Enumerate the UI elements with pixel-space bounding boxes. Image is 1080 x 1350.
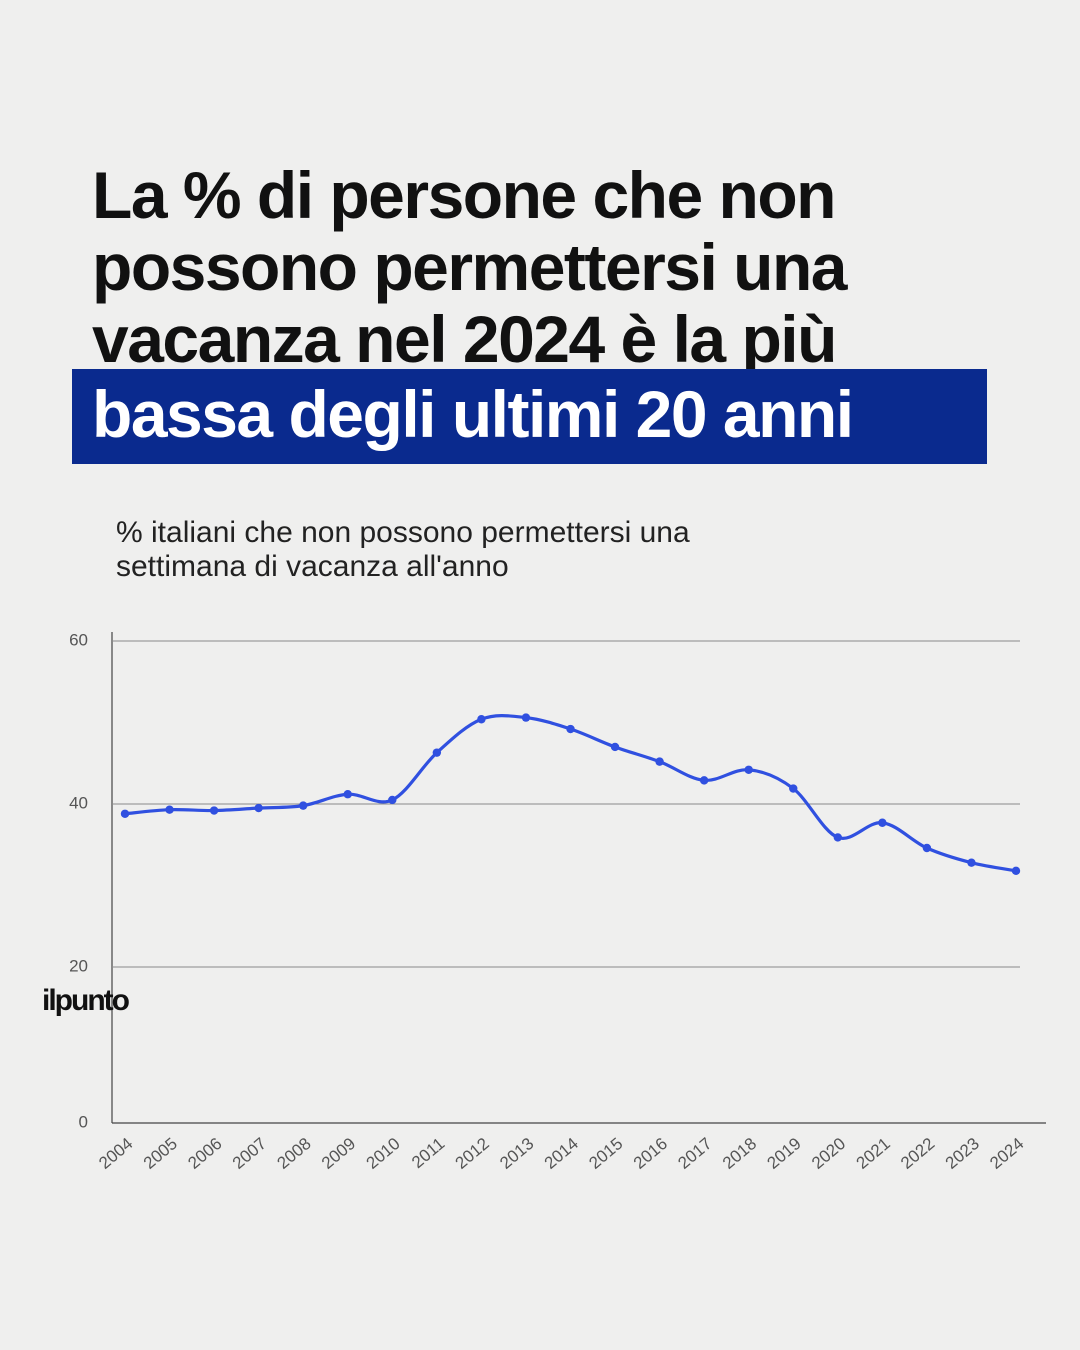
brand-logo: ilpunto [42, 984, 130, 1017]
data-point [254, 803, 263, 813]
y-tick-label: 0 [79, 1112, 88, 1131]
data-point [432, 748, 442, 757]
data-point [477, 715, 486, 724]
title-line: bassa degli ultimi 20 anni [92, 377, 853, 451]
data-point [610, 742, 620, 752]
data-point [967, 858, 976, 867]
data-point [521, 713, 531, 722]
data-point [209, 806, 219, 815]
data-point [878, 818, 887, 827]
data-point [299, 801, 308, 810]
data-point [922, 843, 932, 853]
subtitle: % italiani che non possono permettersi u… [116, 516, 690, 549]
data-point [343, 790, 352, 799]
data-point [566, 724, 575, 734]
data-point [699, 776, 709, 785]
y-tick-label: 60 [69, 630, 88, 649]
title-highlight [72, 369, 987, 464]
subtitle: settimana di vacanza all'anno [116, 550, 509, 583]
title-line: La % di persone che non [92, 158, 835, 232]
title-line: vacanza nel 2024 è la più [92, 302, 836, 376]
data-point [833, 833, 842, 842]
data-point [744, 765, 753, 774]
data-point [789, 784, 798, 793]
data-point [388, 795, 397, 805]
title-line: possono permettersi una [92, 230, 849, 304]
data-point [655, 757, 664, 766]
y-tick-label: 40 [69, 793, 88, 812]
y-tick-label: 20 [69, 956, 88, 975]
data-point [1011, 866, 1021, 876]
data-point [120, 809, 130, 818]
data-point [165, 805, 174, 814]
